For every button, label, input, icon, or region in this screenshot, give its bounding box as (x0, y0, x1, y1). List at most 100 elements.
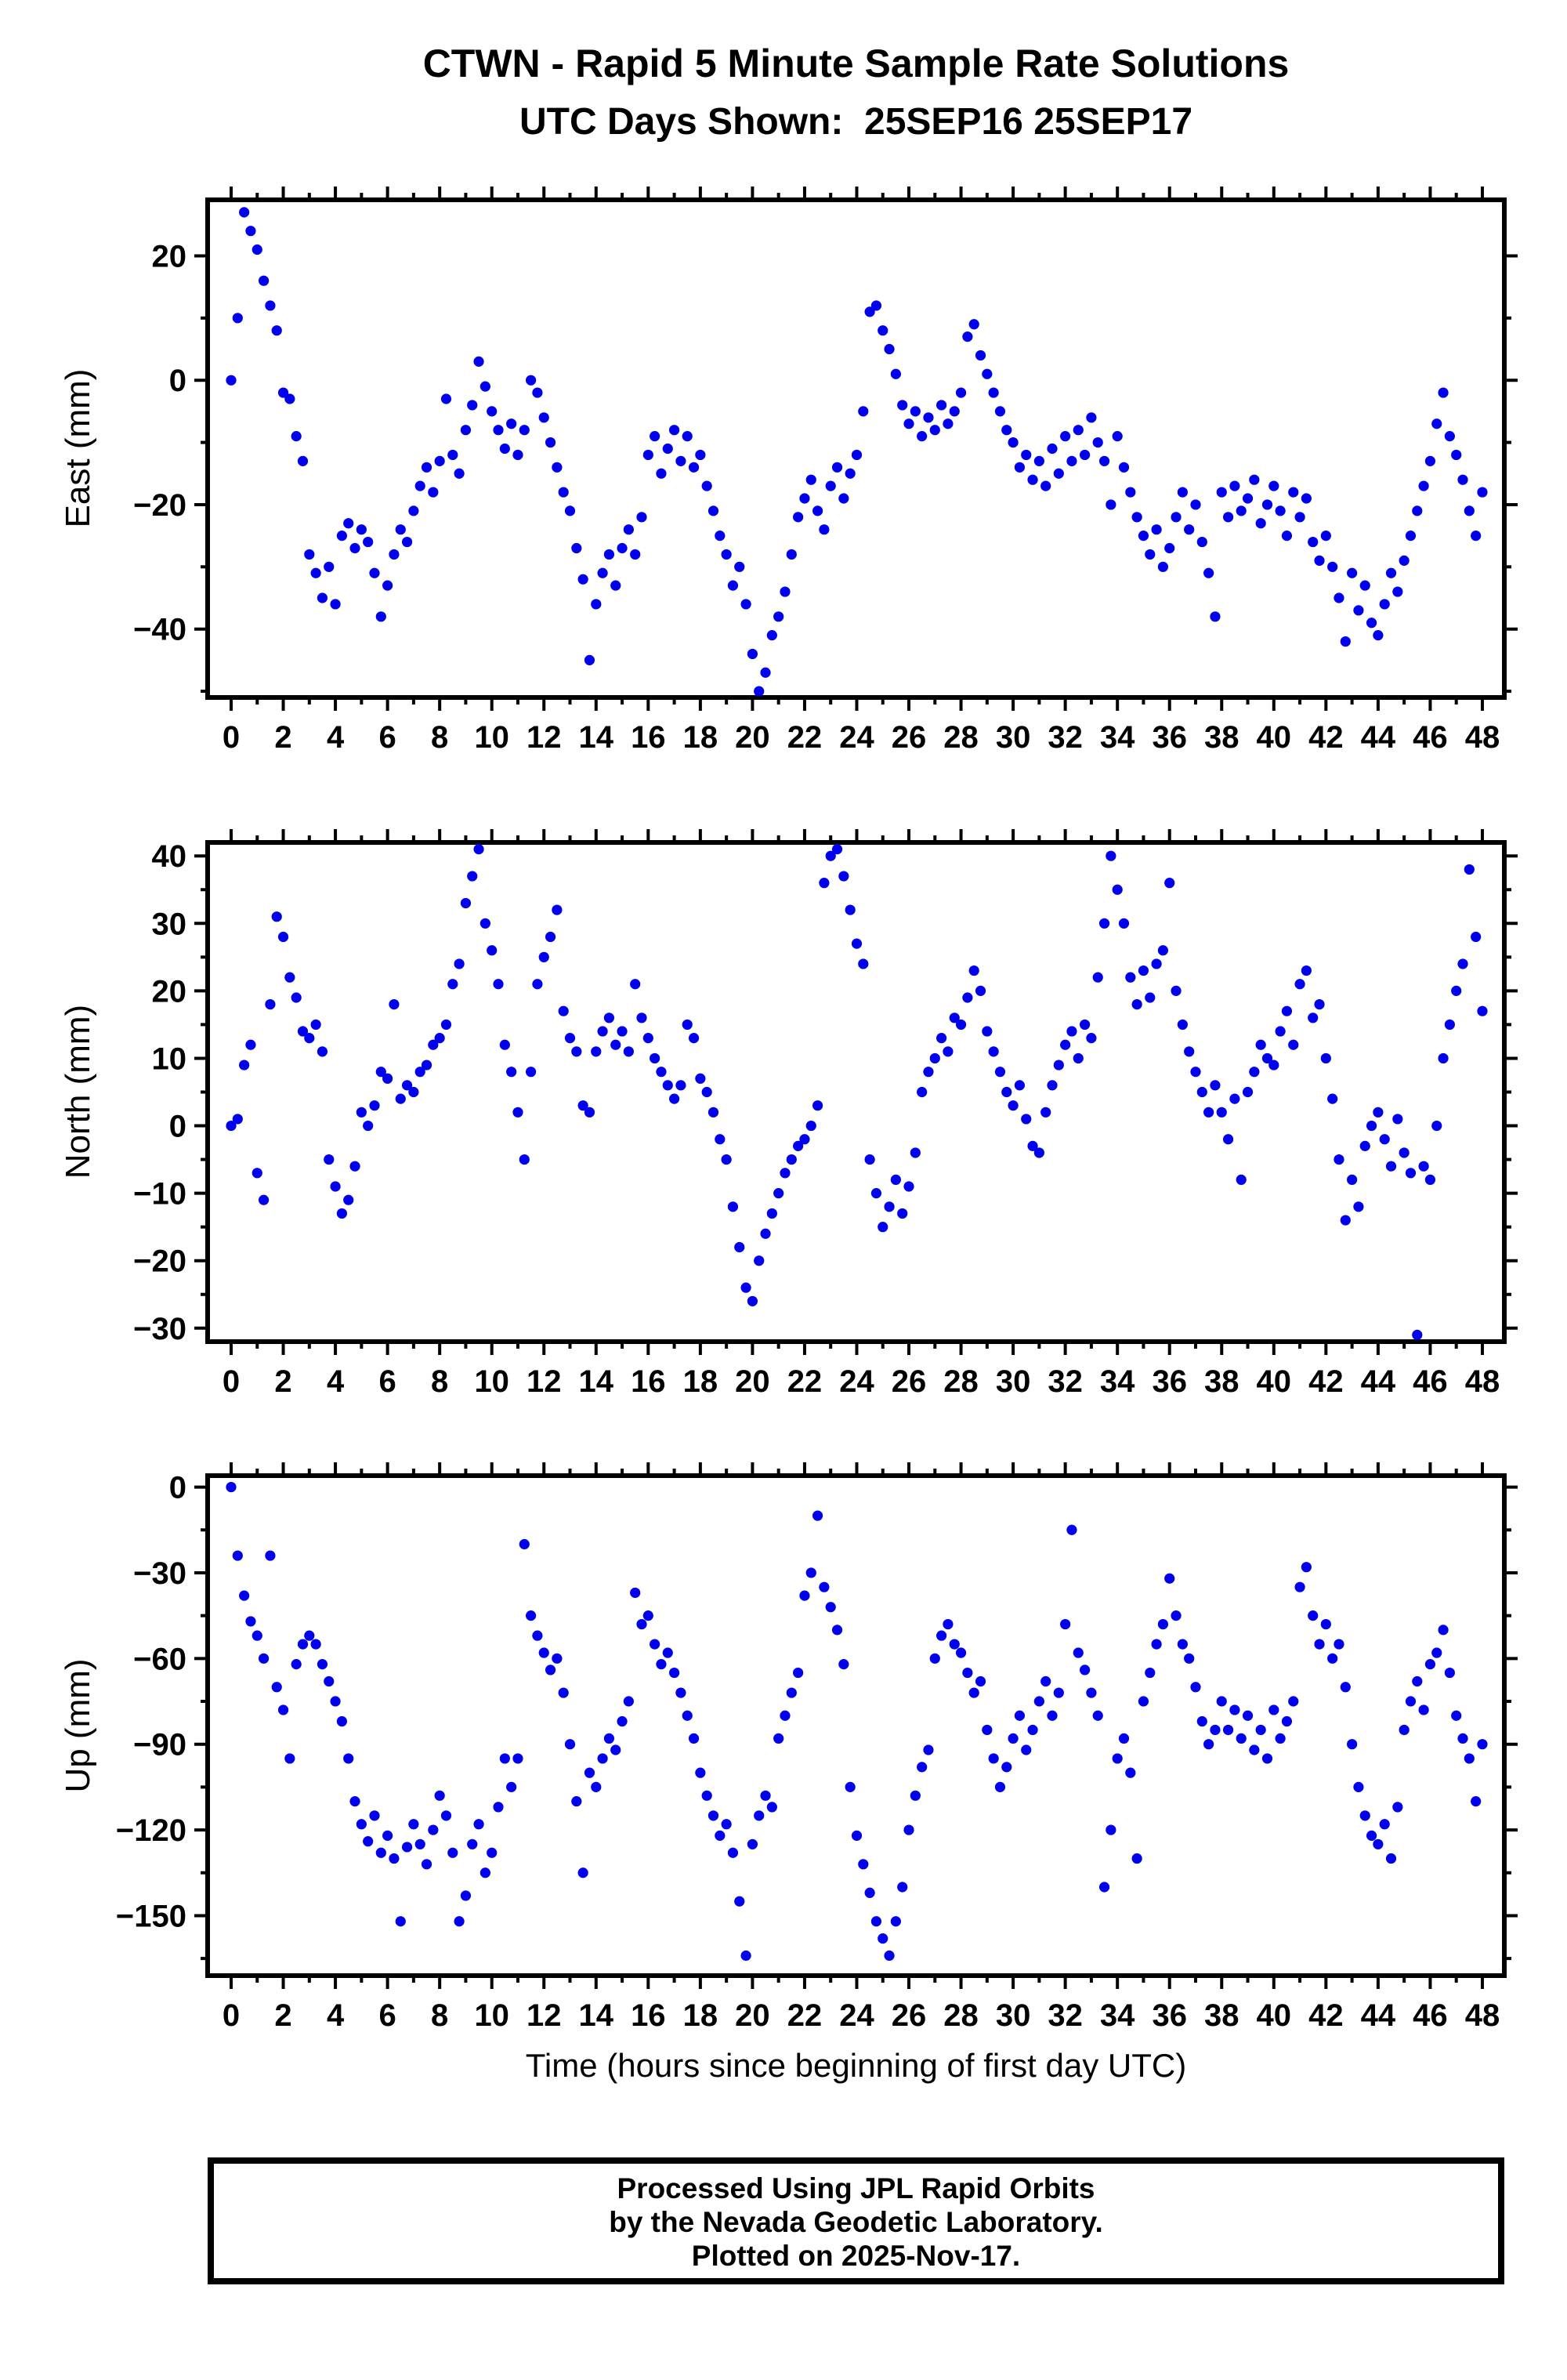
east-y-tick-label: −40 (133, 613, 186, 647)
data-point (1157, 945, 1169, 956)
data-point (467, 1838, 478, 1849)
data-point (1112, 1753, 1123, 1764)
data-point (252, 244, 262, 255)
data-point (1451, 449, 1462, 461)
data-point (1098, 455, 1110, 466)
data-point (440, 1810, 452, 1821)
data-point (1236, 505, 1247, 516)
data-point (819, 1581, 830, 1592)
up-x-tick-label: 26 (892, 1998, 927, 2033)
data-point (1327, 561, 1338, 572)
data-point (603, 549, 615, 560)
data-point (968, 965, 979, 976)
data-point (265, 998, 276, 1010)
north-x-tick-label: 12 (527, 1364, 562, 1399)
data-point (760, 1790, 771, 1801)
north-y-tick-label: 20 (152, 974, 187, 1009)
data-point (336, 1208, 347, 1219)
data-point (903, 1181, 914, 1192)
data-point (662, 443, 673, 455)
data-point (988, 387, 999, 398)
data-point (962, 992, 973, 1003)
data-point (1366, 1830, 1377, 1841)
data-point (838, 871, 849, 882)
data-point (636, 512, 647, 523)
data-point (708, 1107, 719, 1118)
data-point (297, 1026, 309, 1037)
east-x-tick-label: 40 (1257, 720, 1292, 755)
data-point (734, 561, 745, 572)
data-point (766, 630, 777, 641)
data-point (1203, 567, 1214, 578)
data-point (936, 1630, 947, 1641)
data-point (454, 1916, 465, 1927)
data-point (1229, 480, 1240, 491)
data-point (1145, 992, 1156, 1003)
up-y-tick-label: −60 (133, 1642, 186, 1676)
data-point (375, 1067, 386, 1078)
data-point (884, 1950, 895, 1962)
up-y-tick-label: −90 (133, 1728, 186, 1762)
data-point (1033, 455, 1044, 466)
data-point (617, 1026, 628, 1037)
data-point (519, 1538, 530, 1550)
data-point (1001, 1086, 1012, 1098)
data-point (793, 1140, 804, 1151)
data-point (1027, 474, 1038, 485)
data-point (812, 1510, 823, 1521)
data-point (1424, 1659, 1436, 1670)
data-point (851, 449, 863, 461)
data-point (1008, 437, 1019, 448)
data-point (1125, 1767, 1136, 1778)
data-point (1222, 512, 1234, 523)
data-point (825, 1602, 836, 1613)
north-x-tick-label: 2 (274, 1364, 291, 1399)
data-point (1405, 531, 1417, 542)
data-point (1210, 1724, 1221, 1736)
data-point (994, 406, 1006, 417)
data-point (375, 611, 386, 622)
data-point (1314, 1639, 1325, 1650)
data-point (324, 1675, 335, 1687)
data-point (799, 1590, 810, 1601)
east-y-tick-label: 0 (169, 364, 186, 398)
data-point (1060, 1039, 1071, 1050)
east-x-tick-label: 24 (839, 720, 874, 755)
data-point (642, 1610, 653, 1621)
north-x-tick-label: 22 (787, 1364, 823, 1399)
data-point (780, 1710, 791, 1721)
north-x-tick-label: 6 (378, 1364, 396, 1399)
data-point (845, 1781, 856, 1792)
data-point (1268, 480, 1279, 491)
data-point (715, 1830, 726, 1841)
data-point (487, 1847, 498, 1858)
data-point (1385, 1853, 1397, 1864)
data-point (890, 1174, 901, 1186)
data-point (1444, 1019, 1455, 1031)
data-point (277, 1704, 289, 1715)
data-point (668, 1667, 680, 1679)
data-point (1184, 1046, 1195, 1057)
data-point (799, 493, 810, 504)
data-point (1261, 499, 1273, 510)
data-point (1242, 1086, 1254, 1098)
north-x-tick-label: 24 (839, 1364, 874, 1399)
data-point (962, 331, 973, 342)
up-plot-frame (205, 1473, 1507, 1978)
data-point (1210, 1080, 1221, 1091)
data-point (277, 931, 289, 943)
data-point (903, 1824, 914, 1835)
data-point (577, 574, 588, 585)
data-point (473, 1819, 484, 1830)
data-point (636, 1012, 647, 1023)
data-point (897, 400, 908, 411)
data-point (1373, 1107, 1384, 1118)
data-point (780, 586, 791, 597)
data-point (1001, 1762, 1012, 1773)
data-point (395, 1093, 406, 1104)
data-point (799, 1134, 810, 1145)
data-point (1171, 1610, 1182, 1621)
east-x-tick-label: 44 (1361, 720, 1396, 755)
data-point (1353, 1201, 1364, 1212)
data-point (1092, 972, 1103, 983)
